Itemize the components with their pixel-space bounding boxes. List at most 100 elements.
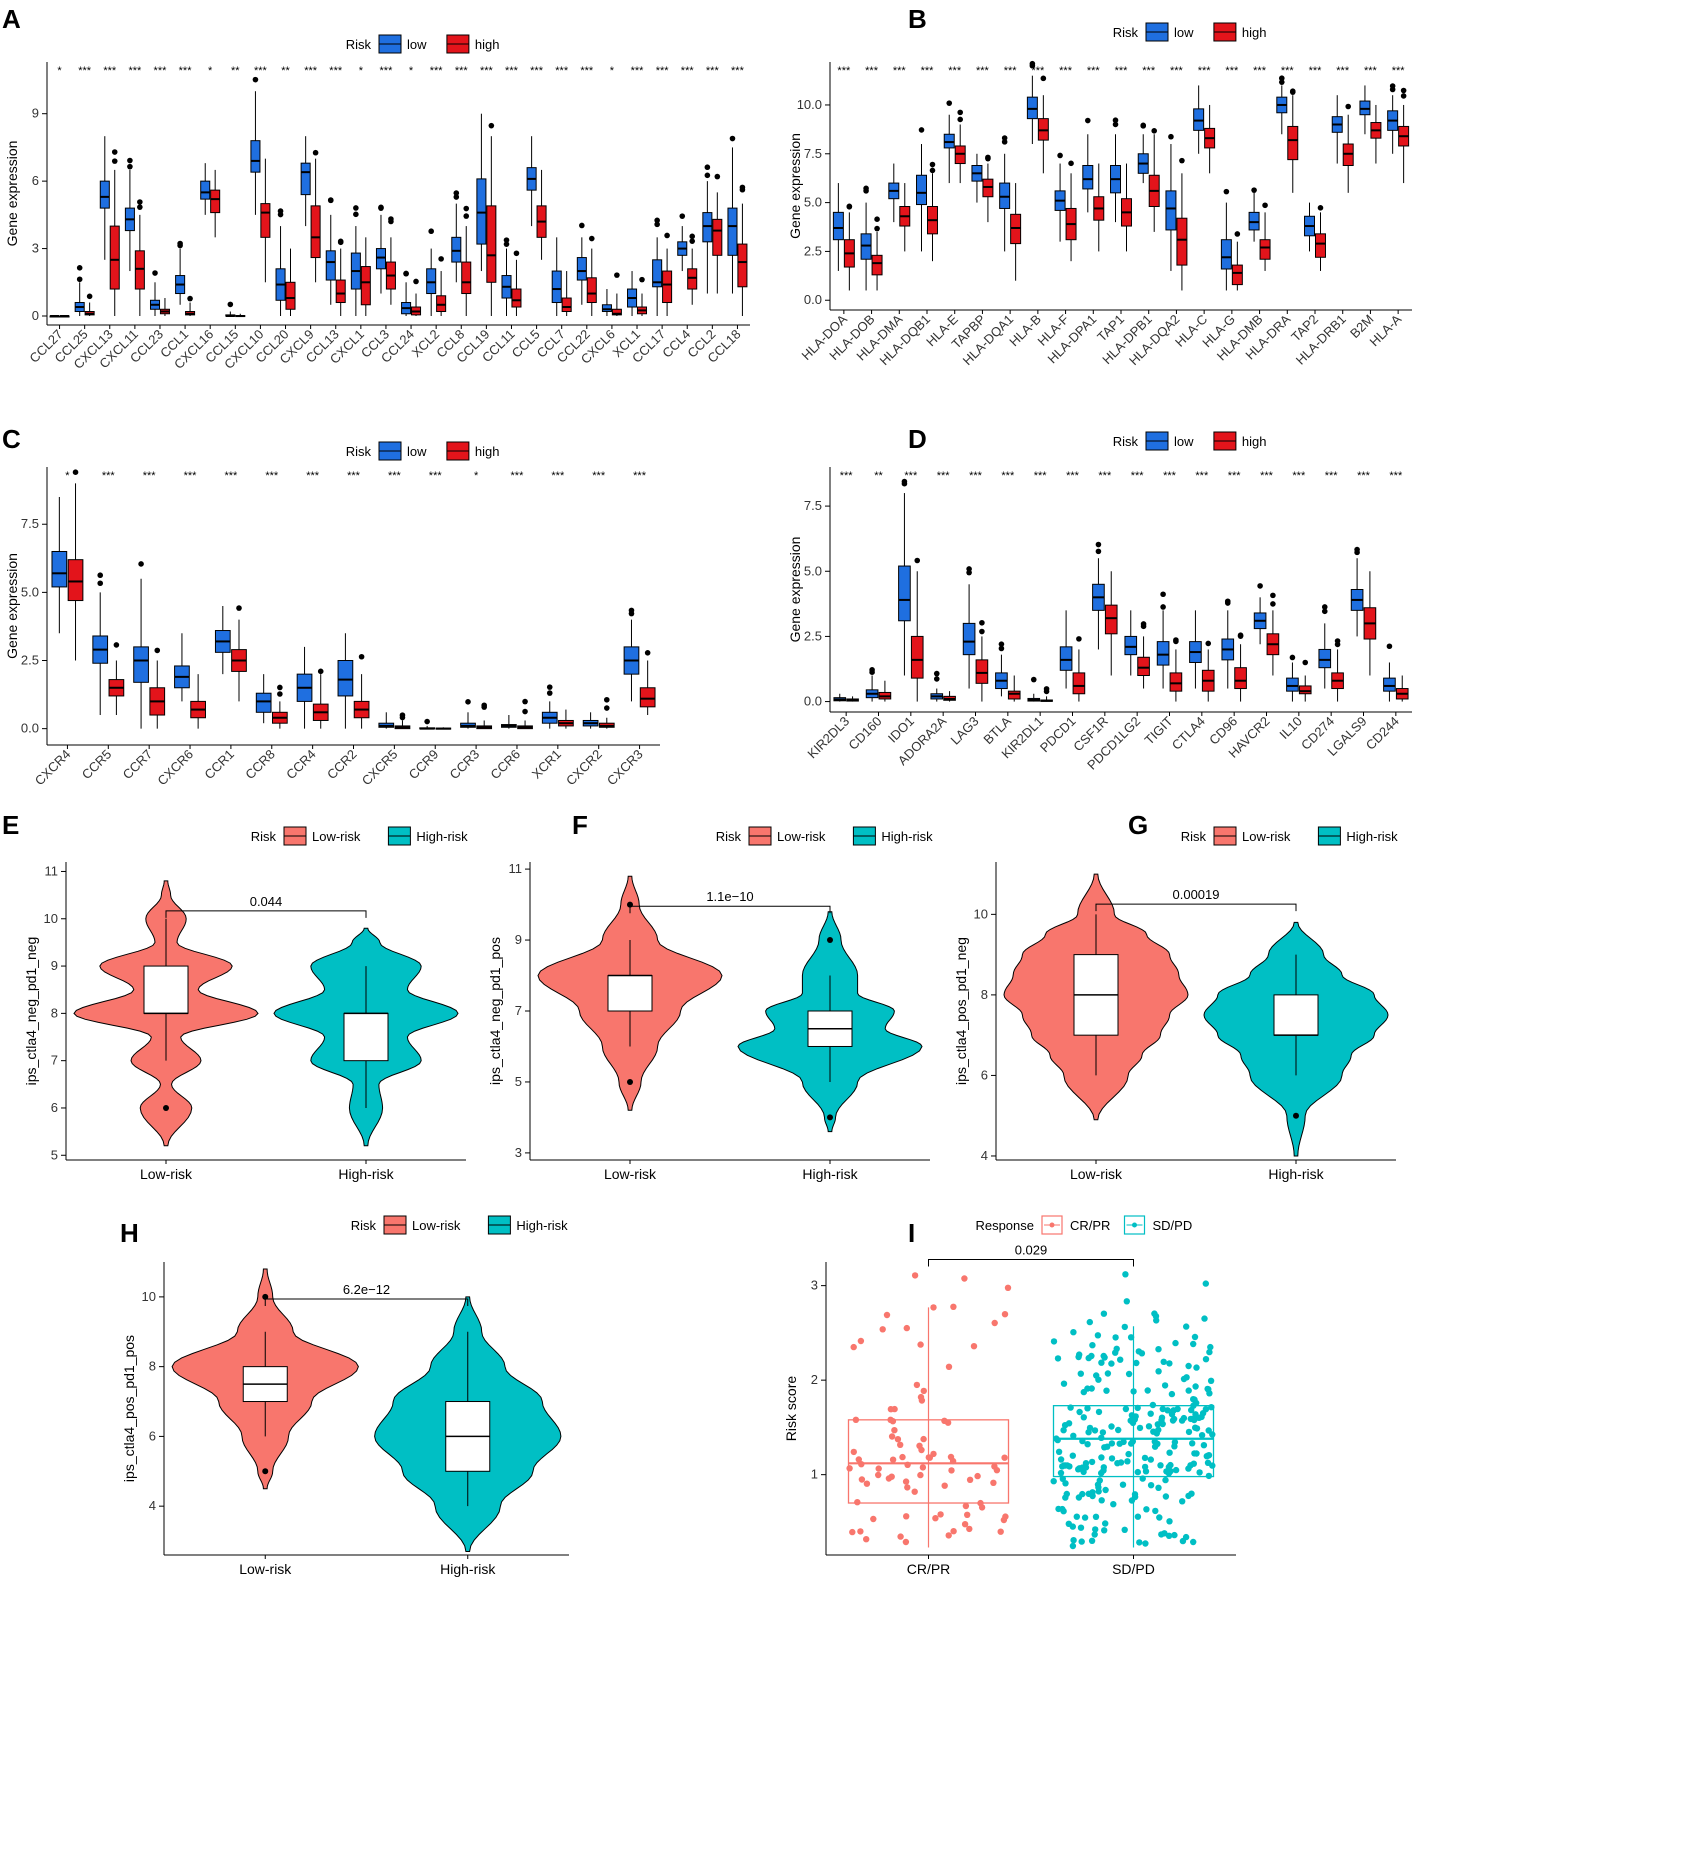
panel-I-data-point (1091, 1531, 1098, 1538)
box-body (1156, 641, 1170, 666)
panel-B-significance: *** (1142, 65, 1156, 77)
panel-I-data-point (888, 1473, 895, 1480)
panel-C-box-high (353, 653, 370, 729)
panel-I-data-point (945, 1363, 953, 1371)
panel-I-data-point (1100, 1310, 1108, 1317)
box-body (133, 646, 149, 683)
panel-I-data-point (1147, 1410, 1154, 1417)
panel-C-box-high (190, 674, 206, 729)
box-body (1383, 677, 1396, 692)
box-outlier (137, 199, 143, 205)
panel-C-box-high (108, 642, 125, 716)
panel-D-significance: *** (1001, 470, 1015, 482)
panel-I-data-point (1121, 1526, 1128, 1534)
box-outlier (1160, 591, 1166, 598)
panel-A-box-low (677, 213, 688, 272)
panel-I-data-point (990, 1479, 997, 1487)
panel-A-box-high (260, 158, 271, 283)
panel-D-box-low (1027, 676, 1041, 702)
box-outlier (277, 691, 283, 697)
panel-A-box-low (124, 157, 135, 272)
panel-I-data-point (950, 1528, 957, 1535)
panel-B-box-high (899, 183, 911, 252)
panel-C-significance: *** (143, 470, 157, 482)
panel-C-xtick-label: CCR3 (447, 747, 483, 783)
panel-I-data-point (1202, 1280, 1210, 1287)
panel-A-box-high (511, 250, 522, 317)
box-outlier (177, 240, 183, 247)
panel-H-ytick-label: 8 (149, 1359, 156, 1374)
box-outlier (403, 270, 409, 277)
panel-I-data-point (1108, 1423, 1115, 1430)
box-outlier (227, 301, 234, 308)
panel-I-data-point (1190, 1538, 1197, 1546)
panel-D-significance: *** (1228, 470, 1242, 482)
panel-A-significance: *** (555, 65, 569, 77)
box-body (1298, 685, 1312, 695)
box-outlier (1302, 659, 1309, 666)
panel-A-box-high (687, 233, 698, 305)
panel-D-box-low (1221, 598, 1235, 689)
panel-F-outlier (827, 1114, 833, 1121)
panel-A-box-low (99, 136, 110, 260)
panel-A-box-high (310, 149, 321, 283)
panel-D-significance: *** (1195, 470, 1209, 482)
panel-B-legend-label: high (1242, 25, 1267, 40)
panel-A-box-high (461, 205, 472, 317)
box-body (586, 277, 597, 304)
panel-A-ylabel: Gene expression (4, 141, 20, 247)
panel-I-data-point (1141, 1454, 1149, 1462)
panel-D-xtick-label: CTLA4 (1169, 714, 1208, 753)
panel-I-data-point (1125, 1450, 1132, 1458)
panel-A-box-low (175, 240, 186, 305)
box-outlier (388, 216, 394, 222)
panel-I-data-point (978, 1504, 986, 1511)
panel-I-data-point (1201, 1315, 1208, 1322)
panel-I-data-point (1088, 1352, 1095, 1360)
panel-I-data-point (1182, 1533, 1190, 1541)
box-outlier (513, 250, 520, 257)
box-outlier (1251, 187, 1257, 193)
panel-A-box-high (59, 315, 70, 318)
box-outlier (628, 610, 635, 617)
panel-C-xtick-label: CCR1 (201, 747, 237, 783)
panel-D-box-high (1395, 675, 1409, 702)
panel-H-ytick-label: 10 (142, 1289, 156, 1304)
panel-C-box-low (133, 561, 149, 729)
box-outlier (998, 641, 1005, 647)
panel-I-data-point (1080, 1388, 1088, 1396)
box-outlier (522, 698, 528, 705)
box-outlier (1345, 103, 1352, 110)
panel-I-data-point (1119, 1481, 1127, 1488)
panel-I-data-point (1131, 1491, 1139, 1498)
panel-G-xtick-label: Low-risk (1070, 1166, 1123, 1182)
panel-B-box-low (1137, 122, 1149, 184)
box-outlier (1389, 86, 1396, 93)
panel-B-box-low (1359, 85, 1371, 135)
panel-A-legend-label: low (407, 37, 427, 52)
box-outlier (1270, 592, 1276, 599)
box-outlier (1386, 643, 1393, 650)
panel-I-data-point (1124, 1458, 1131, 1465)
panel-I-data-point (887, 1416, 894, 1424)
panel-D-xtick-label: PDCD1 (1037, 714, 1079, 756)
box-body (601, 304, 612, 313)
panel-A-significance: *** (681, 65, 695, 77)
box-outlier (76, 265, 83, 271)
panel-I-data-point (1134, 1404, 1141, 1412)
panel-I-data-point (1149, 1401, 1157, 1409)
panel-C-xtick-label: CCR8 (242, 747, 278, 783)
panel-E-outlier (163, 1104, 169, 1111)
panel-A-box-high (737, 184, 748, 317)
panel-I-data-point (1180, 1375, 1188, 1383)
panel-I-data-point (1067, 1404, 1074, 1411)
box-body (476, 178, 487, 245)
panel-I-data-point (1172, 1339, 1179, 1347)
box-outlier (1112, 117, 1119, 124)
panel-C-box-low (296, 646, 313, 729)
panel-I-data-point (1070, 1329, 1077, 1336)
panel-A-box-high (636, 276, 648, 317)
panel-B-box-low (1110, 117, 1122, 223)
box-outlier (679, 213, 686, 219)
panel-D-box-low (1318, 604, 1332, 689)
